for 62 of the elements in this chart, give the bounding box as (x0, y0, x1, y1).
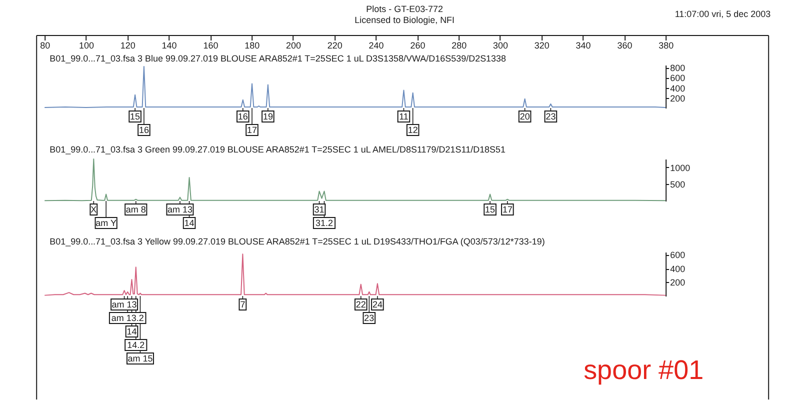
chart-title: B01_99.0...71_03.fsa 3 Blue 99.09.27.019 BLOUSE ARA852#1 T=25SEC 1 uL D3S1358/VWA/D16S539/D2S1338 (50, 54, 506, 64)
annotation: am Y (96, 218, 116, 228)
x-tick-label: 240 (368, 40, 384, 50)
x-tick-label: 340 (576, 40, 591, 50)
annotation: 31 (314, 204, 324, 214)
annotation: 17 (247, 125, 258, 135)
x-tick-label: 300 (492, 40, 508, 50)
x-tick-label: 280 (452, 40, 467, 50)
annotation: 14.2 (127, 340, 145, 350)
annotation: 16 (238, 112, 248, 122)
text: 11:07:00 vri, 5 dec 2003 (674, 9, 771, 19)
annotation: 19 (262, 112, 273, 122)
line-series (44, 66, 666, 108)
text: Plots - GT-E03-772 (366, 4, 444, 14)
x-tick-label: 160 (203, 40, 218, 50)
x-tick-label: 180 (244, 40, 260, 50)
y-tick-label: 400 (670, 83, 686, 94)
annotation: 14 (184, 218, 194, 228)
line-series (44, 158, 666, 202)
annotation: am 13 (112, 300, 137, 310)
text: spoor #01 (584, 355, 704, 385)
annotation: 11 (399, 112, 408, 122)
y-tick-label: 800 (670, 63, 686, 74)
annotation: 15 (485, 204, 496, 214)
annotation: 16 (138, 125, 149, 135)
y-tick-label: 600 (670, 73, 686, 84)
annotation: 31.2 (316, 218, 334, 228)
chart-title: B01_99.0...71_03.fsa 3 Yellow 99.09.27.019 BLOUSE ARA852#1 T=25SEC 1 uL D19S433/THO1/FGA (Q03/573/12*733-19) (50, 236, 545, 247)
annotation: am 15 (128, 354, 153, 364)
x-tick-label: 100 (79, 40, 94, 50)
y-tick-label: 200 (670, 93, 686, 104)
annotation: 23 (546, 112, 556, 122)
annotation: am 8 (126, 204, 146, 214)
x-tick-label: 140 (162, 40, 177, 50)
x-tick-label: 220 (327, 40, 342, 50)
annotation: 20 (520, 112, 530, 122)
y-tick-label: 600 (670, 250, 686, 260)
y-tick-label: 400 (670, 264, 686, 274)
x-tick-label: 120 (120, 40, 136, 50)
annotation: am 13 (167, 204, 192, 214)
x-tick-label: 380 (658, 40, 674, 50)
annotation: 17 (502, 204, 512, 214)
line-series (44, 254, 666, 296)
x-tick-label: 260 (410, 40, 426, 50)
x-tick-label: 360 (617, 40, 632, 50)
annotation: 12 (408, 125, 418, 135)
annotation: 14 (126, 326, 137, 336)
x-tick-label: 80 (40, 40, 50, 50)
annotation: am 13.2 (111, 313, 144, 323)
chart-title: B01_99.0...71_03.fsa 3 Green 99.09.27.019 BLOUSE ARA852#1 T=25SEC 1 uL AMEL/D8S1179/D21S11/D18S51 (50, 144, 506, 154)
x-tick-label: 320 (534, 40, 550, 50)
annotation: 23 (364, 313, 374, 323)
text: Licensed to Biologie, NFI (354, 15, 455, 25)
annotation: 22 (356, 300, 366, 310)
annotation: 7 (240, 300, 246, 310)
annotation: 15 (130, 112, 140, 122)
y-tick-label: 500 (670, 180, 686, 190)
annotation: 24 (372, 300, 382, 310)
y-tick-label: 200 (670, 278, 686, 288)
annotation: X (90, 204, 97, 214)
y-tick-label: 1000 (670, 162, 690, 173)
x-tick-label: 200 (286, 40, 301, 50)
